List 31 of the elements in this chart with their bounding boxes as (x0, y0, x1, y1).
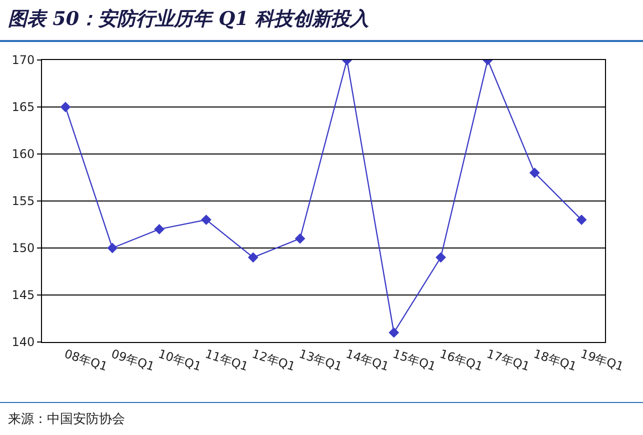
point (248, 252, 258, 263)
x-tick-label: 10年Q1 (156, 346, 204, 374)
x-tick-label: 16年Q1 (438, 346, 485, 374)
point (154, 224, 164, 234)
x-tick-label: 13年Q1 (297, 346, 344, 374)
x-tick-label: 15年Q1 (391, 346, 438, 374)
y-tick-label: 170 (12, 53, 35, 68)
point (294, 233, 306, 244)
point (107, 242, 118, 254)
y-tick-label: 165 (12, 100, 35, 114)
point (388, 327, 400, 338)
point (529, 168, 540, 178)
x-tick-label: 12年Q1 (250, 346, 297, 374)
x-tick-label: 09年Q1 (110, 346, 156, 374)
y-tick-label: 160 (12, 147, 35, 162)
y-tick-label: 150 (12, 241, 35, 256)
source-note: 来源：中国安防协会 (8, 411, 125, 428)
x-tick-label: 18年Q1 (532, 346, 578, 374)
point (576, 214, 587, 225)
chart-title: 图表 50：安防行业历年 Q1 科技创新投入 (8, 7, 370, 32)
x-tick-label: 14年Q1 (344, 346, 391, 374)
y-tick-label: 155 (12, 194, 35, 208)
x-tick-label: 11年Q1 (203, 346, 250, 374)
x-tick-label: 08年Q1 (62, 346, 110, 374)
point (201, 214, 212, 225)
point (436, 252, 446, 263)
y-tick-label: 140 (12, 335, 35, 350)
x-tick-label: 17年Q1 (484, 346, 532, 374)
y-tick-label: 145 (12, 288, 35, 302)
point (60, 102, 71, 112)
x-tick-label: 19年Q1 (578, 346, 626, 374)
